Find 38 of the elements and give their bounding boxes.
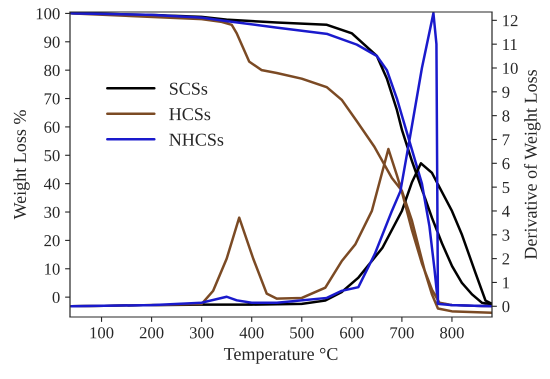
x-tick-label: 200 (140, 327, 164, 338)
y-axis-title: Weight Loss % (13, 110, 30, 220)
y2-axis-title: Derivative of Weight Loss (524, 70, 541, 260)
y2-tick-label: 9 (502, 86, 510, 98)
y2-tick-label: 2 (502, 253, 510, 264)
y-tick-label: 10 (45, 263, 60, 275)
y-tick-label: 30 (44, 206, 60, 218)
y2-tick-label: 1 (503, 277, 510, 288)
y2-tick-label: 6 (502, 158, 510, 170)
y2-tick-label: 5 (502, 182, 510, 194)
y-tick-label: 0 (52, 292, 60, 304)
x-axis-title: Temperature °C (224, 348, 338, 364)
y2-tick-label: 4 (502, 206, 510, 217)
x-tick-label: 600 (340, 327, 364, 338)
y2-tick-label: 11 (503, 38, 517, 50)
y-tick-label: 100 (36, 8, 60, 20)
legend-label: HCSs (169, 108, 210, 120)
y-tick-label: 60 (44, 122, 60, 133)
y-tick-label: 80 (44, 64, 60, 76)
y-tick-label: 20 (44, 235, 60, 246)
y2-tick-label: 8 (502, 110, 510, 122)
y-tick-label: 50 (44, 150, 60, 162)
y2-tick-label: 7 (502, 134, 510, 146)
y2-tick-label: 3 (502, 230, 510, 241)
y2-tick-label: 0 (502, 300, 510, 312)
y2-tick-label: 10 (503, 62, 518, 74)
x-tick-label: 300 (190, 327, 214, 338)
x-tick-label: 400 (240, 327, 264, 338)
x-tick-label: 800 (440, 327, 464, 338)
legend-label: NHCSs (169, 134, 224, 146)
y-tick-label: 90 (44, 36, 60, 48)
x-tick-label: 700 (390, 327, 414, 338)
y-tick-label: 70 (44, 93, 60, 104)
legend-label: SCSs (170, 82, 208, 95)
x-tick-label: 500 (290, 327, 314, 338)
y-tick-label: 40 (44, 178, 60, 190)
y2-tick-label: 12 (503, 15, 518, 26)
x-tick-label: 100 (90, 327, 114, 338)
